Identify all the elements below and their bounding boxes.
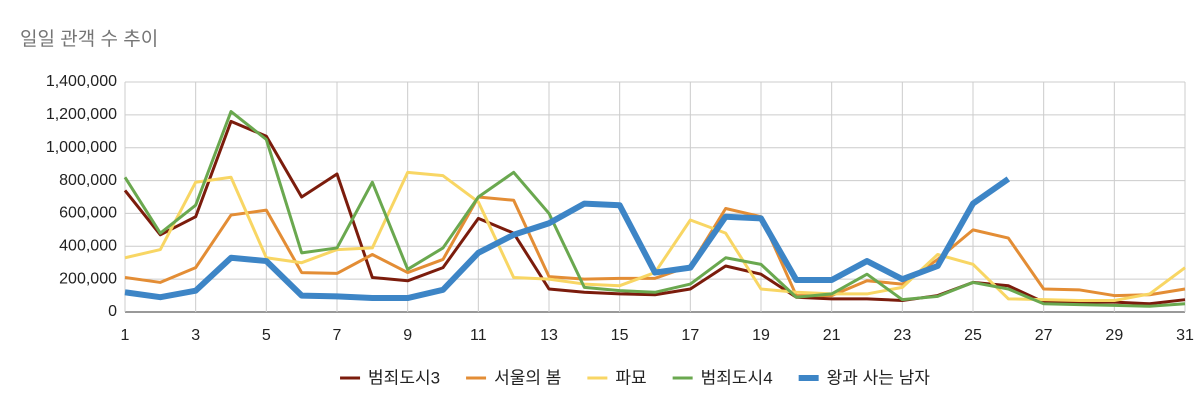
legend-label: 서울의 봄 [494,368,561,387]
x-tick-label: 17 [681,327,699,344]
x-tick-label: 15 [611,327,629,344]
x-tick-label: 19 [752,327,770,344]
x-tick-label: 23 [893,327,911,344]
y-tick-label: 1,200,000 [46,106,117,123]
x-tick-label: 11 [470,327,487,344]
legend-label: 왕과 사는 남자 [827,368,931,387]
x-tick-label: 29 [1105,327,1123,344]
x-tick-label: 3 [191,327,200,344]
y-tick-label: 400,000 [59,238,117,255]
y-tick-label: 800,000 [59,172,117,189]
x-tick-label: 25 [964,327,982,344]
x-tick-label: 5 [262,327,271,344]
legend-label: 범죄도시4 [701,368,773,387]
x-tick-label: 21 [823,327,841,344]
y-tick-label: 200,000 [59,270,117,287]
x-tick-label: 13 [540,327,558,344]
y-tick-label: 1,400,000 [46,73,117,90]
y-tick-label: 600,000 [59,205,117,222]
series-line [124,195,1186,298]
y-tick-label: 1,000,000 [46,139,117,156]
series-line [124,176,1011,302]
x-tick-label: 31 [1176,327,1194,344]
legend-label: 파묘 [615,368,646,387]
legend: 범죄도시3 서울의 봄 파묘 범죄도시4 왕과 사는 남자 [340,368,930,387]
x-tick-label: 9 [403,327,412,344]
series-line [123,119,1186,306]
x-tick-label: 7 [333,327,342,344]
x-tick-label: 1 [121,327,130,344]
y-tick-label: 0 [108,303,117,320]
x-tick-label: 27 [1035,327,1053,344]
chart-title: 일일 관객 수 추이 [20,28,158,50]
series-line [123,110,1186,308]
legend-label: 범죄도시3 [368,368,440,387]
